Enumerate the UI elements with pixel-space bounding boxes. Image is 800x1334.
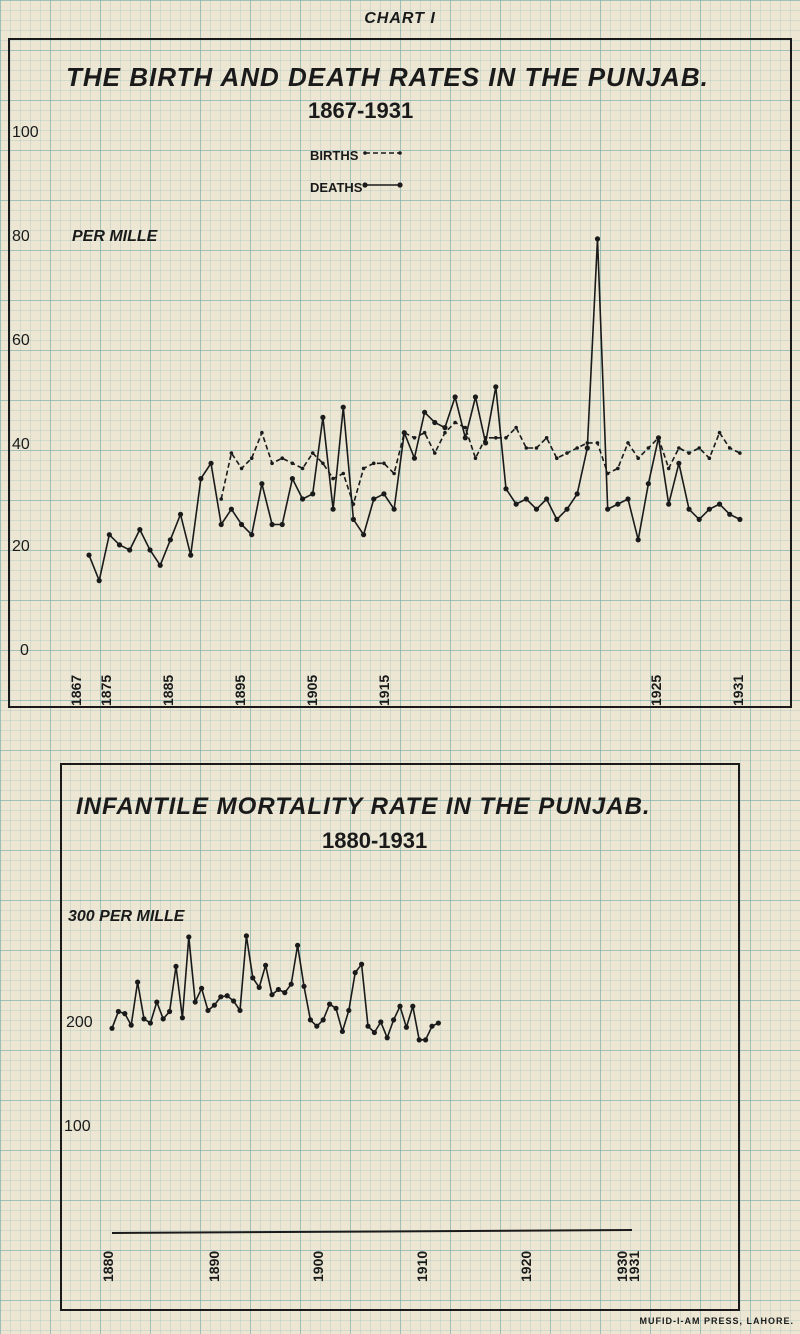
legend-deaths-label: DEATHS bbox=[310, 180, 363, 195]
chart1-ytick: 100 bbox=[12, 124, 39, 141]
deaths-line bbox=[88, 238, 741, 584]
chart2-title: INFANTILE MORTALITY RATE IN THE PUNJAB. bbox=[76, 793, 651, 820]
chart1-title: THE BIRTH AND DEATH RATES IN THE PUNJAB. bbox=[66, 62, 709, 92]
chart1-ytick: 40 bbox=[12, 436, 30, 453]
births-line bbox=[220, 421, 741, 507]
printer-credit: MUFID-I-AM PRESS, LAHORE. bbox=[639, 1316, 794, 1326]
chart1-ytick: 80 bbox=[12, 228, 30, 245]
chart1-ytick: 60 bbox=[12, 332, 30, 349]
chart1-ytick: 0 bbox=[20, 642, 29, 659]
chart1-ytick: 20 bbox=[12, 538, 30, 555]
chart2-ytick: 100 bbox=[64, 1118, 91, 1135]
chart2-subtitle: 1880-1931 bbox=[322, 828, 428, 853]
infant-mortality-line bbox=[111, 935, 439, 1041]
chart1-frame bbox=[8, 38, 792, 708]
chart1-subtitle: 1867-1931 bbox=[308, 98, 414, 123]
chart-header: CHART I bbox=[364, 10, 436, 27]
legend-births-label: BIRTHS bbox=[310, 148, 359, 163]
chart1-unit-label: PER MILLE bbox=[72, 228, 158, 245]
chart2-frame bbox=[60, 763, 740, 1311]
chart2-ytick: 200 bbox=[66, 1014, 93, 1031]
chart2-unit-label: 300 PER MILLE bbox=[68, 908, 185, 925]
